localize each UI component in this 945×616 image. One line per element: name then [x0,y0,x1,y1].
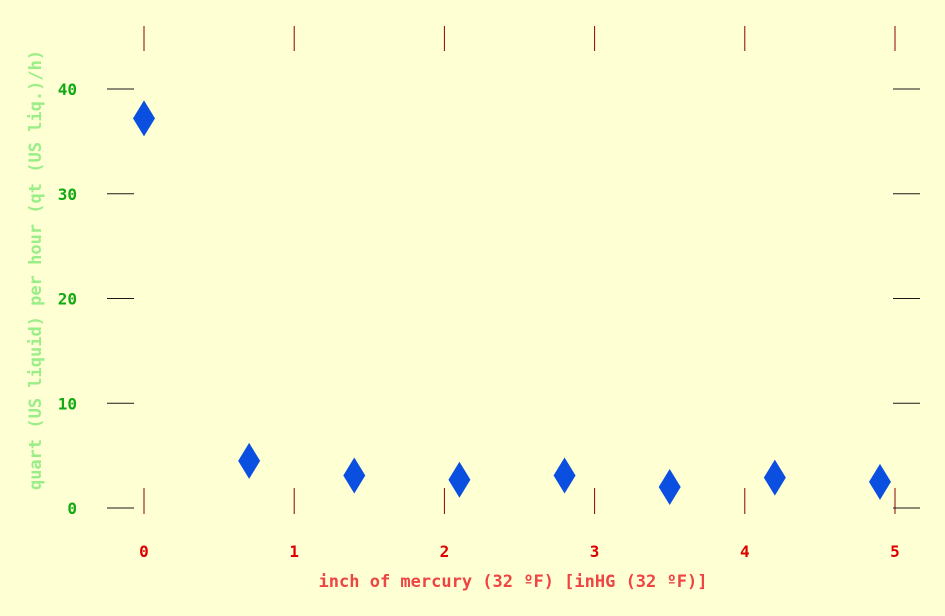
data-point [133,100,155,137]
y-axis-label: quart (US liquid) per hour (qt (US liq.)… [26,50,46,490]
data-point [658,469,681,506]
y-tick-label: 20 [58,290,77,309]
x-tick-label: 4 [740,542,750,561]
tick-marks [107,26,920,514]
x-tick-label: 3 [590,542,600,561]
x-axis-label: inch of mercury (32 ºF) [inHG (32 ºF)] [319,572,708,592]
y-tick-label: 0 [67,499,77,518]
x-tick-label: 1 [289,542,299,561]
y-tick-label: 10 [58,394,77,413]
x-tick-label: 2 [440,542,450,561]
y-tick-label: 40 [58,80,77,99]
data-point [553,457,576,494]
data-point [343,457,366,494]
x-tick-label: 5 [890,542,900,561]
data-point [448,461,471,498]
y-tick-labels: 0 10 20 30 40 [58,80,77,518]
data-point [763,459,786,496]
data-point [238,442,261,479]
data-point [868,463,891,500]
x-tick-labels: 0 1 2 3 4 5 [139,542,900,561]
y-tick-label: 30 [58,185,77,204]
x-tick-label: 0 [139,542,149,561]
data-points [133,100,891,506]
